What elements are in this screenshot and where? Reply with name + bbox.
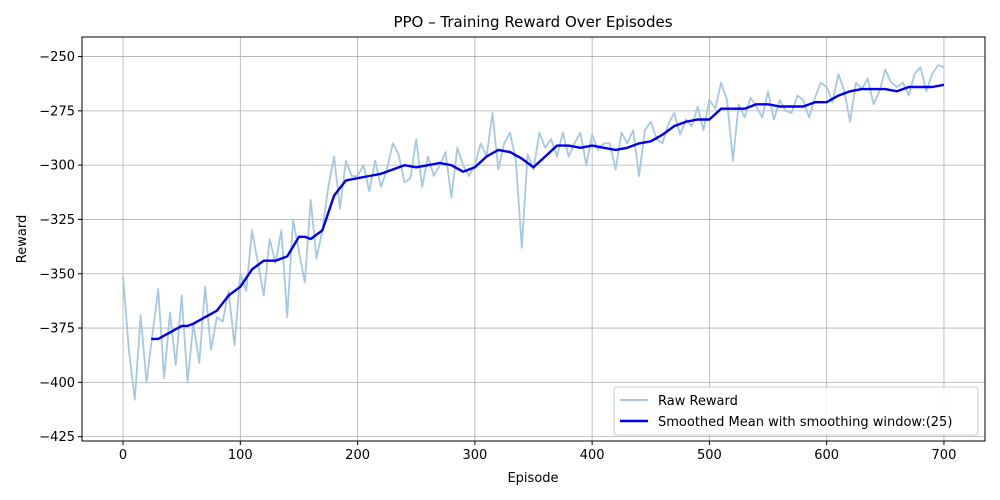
legend-label-smoothed-mean: Smoothed Mean with smoothing window:(25) [658, 415, 952, 430]
raw-reward-line [122, 64, 945, 401]
y-tick-label: −275 [39, 104, 75, 119]
ticks: 0 100 200 300 400 500 600 700 −425 −400 −375 −350 −3… [39, 50, 956, 463]
chart-title: PPO – Training Reward Over Episodes [393, 13, 672, 31]
y-tick-label: −325 [39, 213, 75, 228]
y-tick-label: −375 [39, 322, 75, 337]
y-tick-label: −425 [39, 430, 75, 445]
x-tick-label: 200 [345, 448, 370, 463]
x-tick-label: 600 [814, 448, 839, 463]
series-layer [122, 64, 945, 401]
x-tick-label: 400 [580, 448, 605, 463]
legend-box [613, 386, 979, 436]
legend-label-raw-reward: Raw Reward [658, 394, 738, 409]
y-tick-label: −300 [39, 159, 75, 174]
y-tick-label: −250 [39, 50, 75, 65]
x-tick-label: 100 [228, 448, 253, 463]
x-tick-label: 700 [932, 448, 957, 463]
legend: Raw Reward Smoothed Mean with smoothing … [613, 386, 979, 436]
smoothed-mean-line [151, 83, 945, 341]
y-tick-label: −350 [39, 267, 75, 282]
x-tick-label: 300 [462, 448, 487, 463]
x-tick-label: 0 [119, 448, 127, 463]
y-tick-label: −400 [39, 376, 75, 391]
x-axis-label: Episode [507, 471, 558, 486]
x-tick-label: 500 [697, 448, 722, 463]
y-axis-label: Reward [15, 215, 30, 263]
plot-frame [81, 36, 986, 442]
